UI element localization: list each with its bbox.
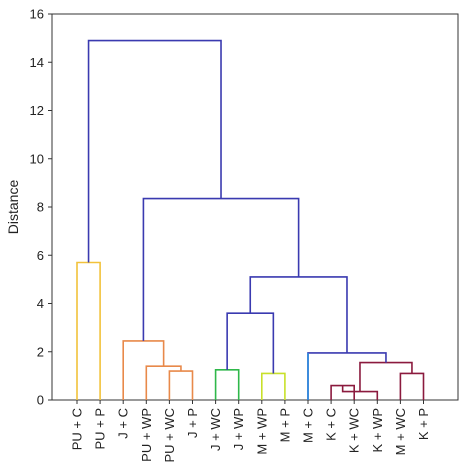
dendrogram-link bbox=[87, 39, 222, 263]
leaf-label: M + C bbox=[301, 408, 316, 443]
leaf-label: PU + C bbox=[70, 408, 85, 450]
dendrogram-links bbox=[76, 39, 425, 400]
leaf-label: J + WC bbox=[208, 408, 223, 451]
leaf-label: J + WP bbox=[231, 408, 246, 450]
leaf-label: J + P bbox=[185, 408, 200, 438]
leaf-label: K + WP bbox=[370, 408, 385, 452]
dendrogram-link bbox=[359, 361, 413, 392]
leaf-label: J + C bbox=[116, 408, 131, 439]
plot-frame bbox=[51, 13, 459, 401]
y-tick-label: 14 bbox=[30, 55, 44, 70]
leaf-label: PU + P bbox=[93, 408, 108, 450]
leaf-label: PU + WP bbox=[139, 408, 154, 462]
y-tick-label: 12 bbox=[30, 103, 44, 118]
leaf-label: K + WC bbox=[347, 408, 362, 453]
leaf-label: K + P bbox=[416, 408, 431, 440]
y-tick-label: 4 bbox=[37, 296, 44, 311]
dendrogram-link bbox=[168, 370, 194, 400]
dendrogram-link bbox=[214, 369, 240, 400]
dendrogram-link bbox=[307, 352, 387, 400]
dendrogram-link bbox=[76, 261, 101, 400]
y-tick-label: 10 bbox=[30, 151, 44, 166]
x-axis-labels: PU + C PU + P J + C PU + WP PU + WC J + P J + … bbox=[70, 400, 431, 463]
leaf-label: M + P bbox=[277, 408, 292, 442]
dendrogram-link bbox=[226, 312, 275, 374]
dendrogram-link bbox=[249, 276, 348, 353]
y-tick-label: 16 bbox=[30, 7, 44, 22]
y-axis-title: Distance bbox=[5, 180, 21, 235]
dendrogram-link bbox=[122, 340, 165, 400]
y-axis: 0 2 4 6 8 10 12 14 16 bbox=[30, 7, 52, 408]
y-tick-label: 0 bbox=[37, 393, 44, 408]
dendrogram-link bbox=[399, 372, 425, 400]
leaf-label: M + WP bbox=[254, 408, 269, 455]
dendrogram-link bbox=[142, 197, 300, 341]
y-tick-label: 6 bbox=[37, 248, 44, 263]
y-tick-label: 2 bbox=[37, 344, 44, 359]
leaf-label: M + WC bbox=[393, 408, 408, 455]
leaf-label: K + C bbox=[324, 408, 339, 441]
y-tick-label: 8 bbox=[37, 200, 44, 215]
leaf-label: PU + WC bbox=[162, 408, 177, 463]
dendrogram-link bbox=[261, 372, 286, 400]
